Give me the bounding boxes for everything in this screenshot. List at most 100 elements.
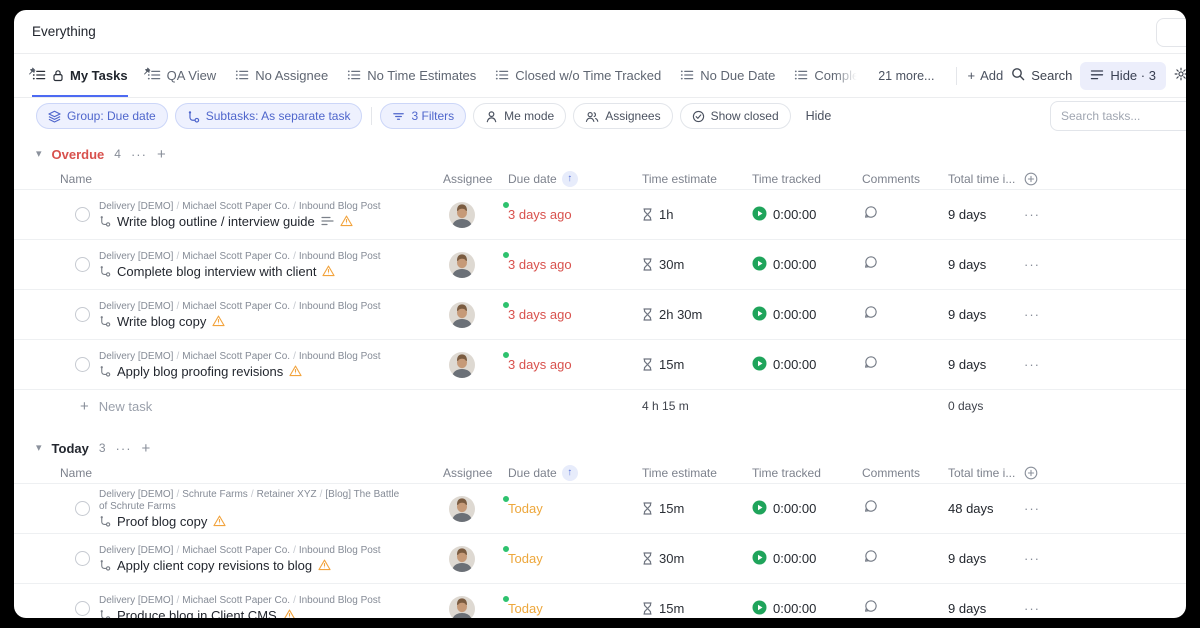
- tab-no-assignee[interactable]: No Assignee: [235, 54, 328, 97]
- task-name[interactable]: Proof blog copy: [117, 513, 208, 529]
- group-title[interactable]: Overdue: [51, 146, 105, 162]
- time-estimate-cell[interactable]: 1h: [642, 207, 752, 222]
- assignee-avatar[interactable]: [449, 250, 510, 278]
- play-icon[interactable]: [752, 550, 767, 568]
- breadcrumb-segment[interactable]: Michael Scott Paper Co.: [182, 300, 291, 312]
- breadcrumb[interactable]: Delivery [DEMO] / Michael Scott Paper Co. /…: [99, 301, 381, 313]
- add-view-button[interactable]: + Add: [967, 68, 1004, 83]
- comment-icon[interactable]: [864, 499, 878, 518]
- breadcrumb-segment[interactable]: Michael Scott Paper Co.: [182, 544, 291, 556]
- task-status-checkbox[interactable]: [75, 207, 90, 222]
- comment-icon[interactable]: [864, 255, 878, 274]
- header-cutoff-button[interactable]: [1156, 18, 1186, 47]
- play-icon[interactable]: [752, 600, 767, 618]
- new-task-row[interactable]: + New task: [60, 398, 443, 415]
- due-date-cell[interactable]: 3 days ago: [508, 307, 572, 322]
- breadcrumb-segment[interactable]: Delivery [DEMO]: [99, 350, 174, 362]
- assignee-avatar[interactable]: [449, 350, 510, 378]
- group-add-task-button[interactable]: +: [156, 145, 166, 163]
- task-status-checkbox[interactable]: [75, 551, 90, 566]
- collapse-caret-icon[interactable]: ▾: [36, 147, 42, 160]
- breadcrumb-segment[interactable]: Delivery [DEMO]: [99, 488, 174, 500]
- column-comments[interactable]: Comments: [862, 171, 921, 186]
- row-menu-button[interactable]: ···: [1024, 357, 1040, 372]
- due-date-cell[interactable]: 3 days ago: [508, 257, 572, 272]
- tab-my-tasks[interactable]: My Tasks: [29, 54, 128, 97]
- tab-closed-w-o-time-tracked[interactable]: Closed w/o Time Tracked: [495, 54, 661, 97]
- breadcrumb-segment[interactable]: Schrute Farms: [182, 488, 248, 500]
- breadcrumb[interactable]: Delivery [DEMO] / Michael Scott Paper Co. /…: [99, 251, 381, 263]
- breadcrumb-segment[interactable]: Delivery [DEMO]: [99, 250, 174, 262]
- assignee-avatar[interactable]: [449, 300, 510, 328]
- column-total-time[interactable]: Total time i...: [948, 465, 1016, 480]
- row-menu-button[interactable]: ···: [1024, 307, 1040, 322]
- breadcrumb-segment[interactable]: Michael Scott Paper Co.: [182, 250, 291, 262]
- breadcrumb-segment[interactable]: Delivery [DEMO]: [99, 200, 174, 212]
- play-icon[interactable]: [752, 356, 767, 374]
- time-estimate-cell[interactable]: 30m: [642, 551, 752, 566]
- task-name[interactable]: Complete blog interview with client: [117, 263, 317, 279]
- play-icon[interactable]: [752, 306, 767, 324]
- task-name[interactable]: Produce blog in Client CMS: [117, 607, 277, 619]
- hide-columns-button[interactable]: Hide · 3: [1080, 61, 1166, 90]
- breadcrumb-segment[interactable]: [Blog] The Battle of Schrute Farms: [99, 488, 400, 512]
- column-time-tracked[interactable]: Time tracked: [752, 465, 821, 480]
- column-time-estimate[interactable]: Time estimate: [642, 465, 717, 480]
- breadcrumb-segment[interactable]: Retainer XYZ: [256, 488, 317, 500]
- column-time-tracked[interactable]: Time tracked: [752, 171, 821, 186]
- breadcrumb-segment[interactable]: Inbound Blog Post: [298, 250, 381, 262]
- filter-pill-assignees[interactable]: Assignees: [573, 103, 673, 129]
- assignee-avatar[interactable]: [449, 494, 510, 522]
- task-status-checkbox[interactable]: [75, 257, 90, 272]
- comment-icon[interactable]: [864, 355, 878, 374]
- due-date-cell[interactable]: 3 days ago: [508, 357, 572, 372]
- breadcrumb-segment[interactable]: Inbound Blog Post: [298, 300, 381, 312]
- tab-no-due-date[interactable]: No Due Date: [680, 54, 775, 97]
- row-menu-button[interactable]: ···: [1024, 551, 1040, 566]
- task-status-checkbox[interactable]: [75, 357, 90, 372]
- hide-filters-button[interactable]: Hide: [805, 109, 832, 123]
- column-total-time[interactable]: Total time i...: [948, 171, 1016, 186]
- breadcrumb-segment[interactable]: Inbound Blog Post: [298, 350, 381, 362]
- comment-icon[interactable]: [864, 549, 878, 568]
- due-date-cell[interactable]: Today: [508, 551, 543, 566]
- row-menu-button[interactable]: ···: [1024, 257, 1040, 272]
- due-date-cell[interactable]: Today: [508, 601, 543, 616]
- time-estimate-cell[interactable]: 15m: [642, 601, 752, 616]
- search-tasks-input[interactable]: [1050, 101, 1186, 131]
- column-assignee[interactable]: Assignee: [443, 171, 493, 186]
- comment-icon[interactable]: [864, 205, 878, 224]
- group-title[interactable]: Today: [51, 440, 89, 456]
- group-add-task-button[interactable]: +: [141, 439, 151, 457]
- breadcrumb-segment[interactable]: Delivery [DEMO]: [99, 544, 174, 556]
- breadcrumb-segment[interactable]: Inbound Blog Post: [298, 594, 381, 606]
- more-views-button[interactable]: 21 more...: [878, 68, 935, 83]
- breadcrumb-segment[interactable]: Michael Scott Paper Co.: [182, 350, 291, 362]
- column-name[interactable]: Name: [60, 465, 93, 480]
- row-menu-button[interactable]: ···: [1024, 207, 1040, 222]
- task-name[interactable]: Apply blog proofing revisions: [117, 363, 284, 379]
- search-button[interactable]: Search: [1003, 67, 1080, 84]
- task-status-checkbox[interactable]: [75, 501, 90, 516]
- time-estimate-cell[interactable]: 30m: [642, 257, 752, 272]
- time-estimate-cell[interactable]: 15m: [642, 501, 752, 516]
- breadcrumb-segment[interactable]: Michael Scott Paper Co.: [182, 200, 291, 212]
- breadcrumb-segment[interactable]: Inbound Blog Post: [298, 200, 381, 212]
- task-status-checkbox[interactable]: [75, 307, 90, 322]
- assignee-avatar[interactable]: [449, 200, 510, 228]
- customize-button[interactable]: Customize: [1166, 67, 1186, 84]
- task-name[interactable]: Write blog outline / interview guide: [117, 213, 315, 229]
- column-comments[interactable]: Comments: [862, 465, 921, 480]
- column-due-date[interactable]: Due date ↑: [508, 464, 642, 481]
- column-time-estimate[interactable]: Time estimate: [642, 171, 717, 186]
- tab-no-time-estimates[interactable]: No Time Estimates: [347, 54, 476, 97]
- due-date-cell[interactable]: 3 days ago: [508, 207, 572, 222]
- task-name[interactable]: Write blog copy: [117, 313, 207, 329]
- tab-qa-view[interactable]: QA View: [143, 54, 216, 97]
- play-icon[interactable]: [752, 500, 767, 518]
- breadcrumb[interactable]: Delivery [DEMO] / Schrute Farms / Retainer X…: [99, 489, 401, 513]
- sort-asc-icon[interactable]: ↑: [561, 170, 578, 187]
- filter-pill-group-due-date[interactable]: Group: Due date: [36, 103, 168, 129]
- filter-pill-subtasks-as-separate-task[interactable]: Subtasks: As separate task: [174, 103, 363, 129]
- breadcrumb[interactable]: Delivery [DEMO] / Michael Scott Paper Co. /…: [99, 545, 381, 557]
